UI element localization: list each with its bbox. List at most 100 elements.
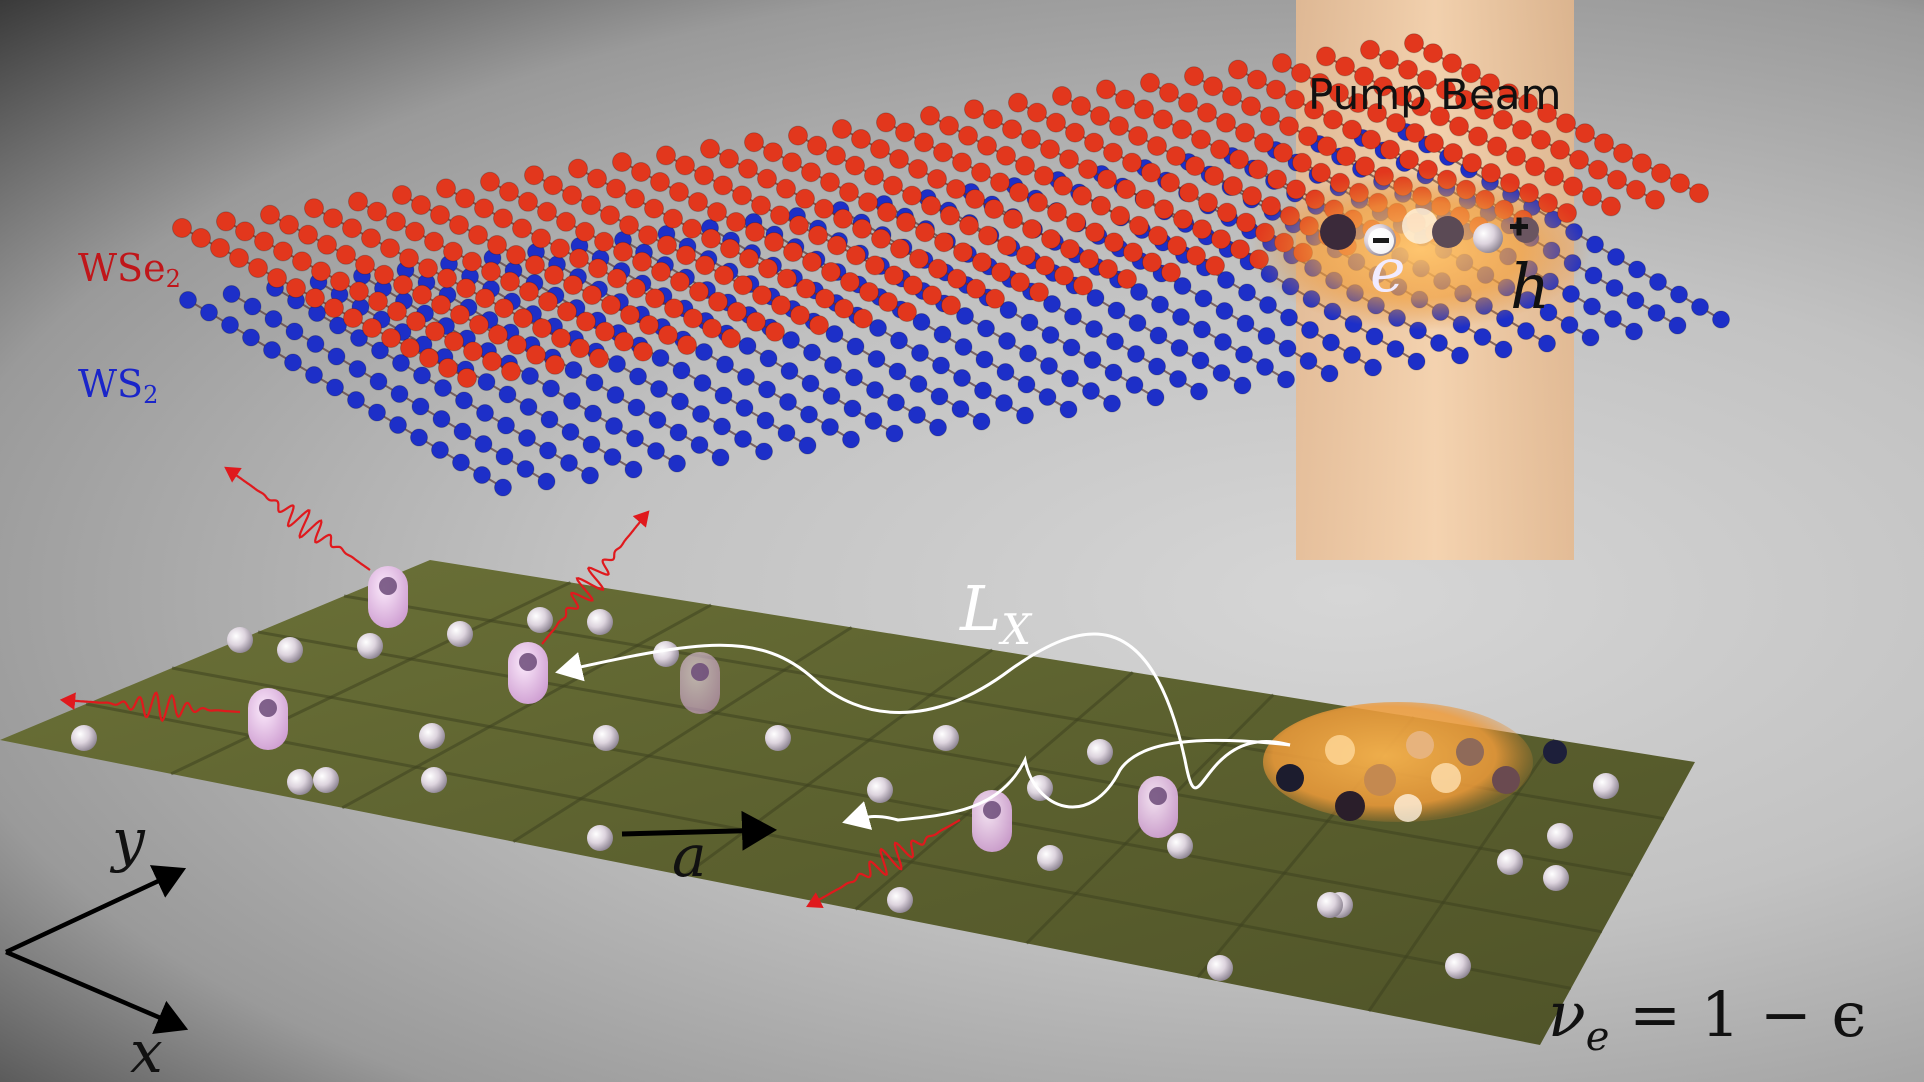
wse2-atom xyxy=(694,165,714,186)
wse2-atom xyxy=(1027,102,1047,123)
ws2-atom xyxy=(243,297,262,316)
ws2-atom xyxy=(1017,375,1036,394)
ws2-atom xyxy=(1712,310,1730,329)
ws2-atom xyxy=(759,349,778,368)
ws2-atom xyxy=(327,347,346,366)
ws2-atom xyxy=(1517,322,1535,340)
wse2-atom xyxy=(677,335,697,355)
ws2-atom xyxy=(1190,382,1208,401)
wse2-atom xyxy=(1053,175,1073,196)
wse2-atom xyxy=(1455,89,1475,110)
ws2-atom xyxy=(930,387,949,406)
photon-wavepacket xyxy=(59,691,241,723)
wse2-atom xyxy=(714,265,734,286)
ws2-atom xyxy=(1649,273,1667,291)
wse2-atom xyxy=(1066,212,1086,233)
electron-charge-badge xyxy=(1368,228,1394,254)
wse2-atom xyxy=(1147,136,1167,156)
wse2-atom xyxy=(1141,162,1161,183)
ws2-atom xyxy=(735,399,754,417)
photon-wavepacket xyxy=(806,819,961,908)
wse2-atom xyxy=(933,142,953,163)
wse2-atom xyxy=(941,295,961,316)
ws2-atom xyxy=(521,367,539,385)
wse2-atom xyxy=(1003,209,1023,229)
ws2-atom xyxy=(1127,345,1145,363)
ws2-atom xyxy=(1125,376,1144,394)
ws2-atom xyxy=(627,398,646,417)
wse2-atom xyxy=(997,235,1017,256)
wse2-atom xyxy=(939,115,959,136)
wse2-atom xyxy=(815,288,835,309)
x-axis-label: x xyxy=(130,1018,163,1082)
ws2-atom xyxy=(582,435,601,454)
ws2-atom xyxy=(329,316,347,335)
ws2-atom xyxy=(912,313,931,331)
ws2-atom xyxy=(1494,340,1513,359)
wse2-atom xyxy=(1154,199,1174,220)
wse2-atom xyxy=(1354,66,1374,87)
ws2-atom xyxy=(1148,357,1166,376)
ws2-atom xyxy=(1625,322,1643,341)
wse2-atom xyxy=(1248,159,1268,180)
wse2-atom xyxy=(1115,89,1135,110)
wse2-atom xyxy=(450,304,470,325)
ws2-atom xyxy=(179,291,197,309)
wse2-atom xyxy=(752,285,772,306)
photon-wavepacket xyxy=(224,466,371,571)
wse2-atom xyxy=(418,258,438,279)
ws2-atom xyxy=(1235,345,1253,364)
ws2-atom xyxy=(1104,363,1123,382)
wse2-atom xyxy=(1047,202,1067,223)
wse2-atom xyxy=(1129,215,1149,236)
ws2-atom xyxy=(668,454,686,473)
wse2-atom xyxy=(1084,132,1104,153)
ws2-atom xyxy=(348,360,367,378)
ws2-atom xyxy=(264,310,283,328)
wse2-atom xyxy=(889,149,909,169)
wse2-bond xyxy=(181,227,468,379)
wse2-atom xyxy=(557,301,577,322)
wse2-atom xyxy=(525,255,545,275)
wse2-atom xyxy=(895,122,915,143)
wse2-atom xyxy=(1468,126,1488,147)
wse2-atom xyxy=(832,119,852,139)
wse2-atom xyxy=(1310,73,1330,93)
ws2-atom xyxy=(1560,316,1579,334)
wse2-atom xyxy=(1424,133,1444,153)
wse2-atom xyxy=(626,278,646,299)
wse2-atom xyxy=(374,264,394,285)
wse2-atom xyxy=(355,254,375,275)
wse2-atom xyxy=(947,268,967,289)
wse2-atom xyxy=(859,282,879,302)
wse2-atom xyxy=(463,341,483,362)
wse2-atom xyxy=(619,215,639,236)
ws2-atom xyxy=(473,466,491,484)
ws2-atom xyxy=(284,353,302,372)
ws2-atom xyxy=(738,337,757,355)
wse2-atom xyxy=(658,325,678,345)
wse2-atom xyxy=(1034,165,1054,186)
ws2-atom xyxy=(629,367,647,386)
wse2-atom xyxy=(1098,259,1118,279)
wse2-atom xyxy=(1399,149,1419,170)
wse2-atom xyxy=(650,172,670,192)
wse2-atom xyxy=(1260,106,1280,127)
ws2-atom xyxy=(1214,333,1232,351)
ws2-atom xyxy=(843,399,862,418)
wse2-atom xyxy=(1380,139,1400,160)
wse2-atom xyxy=(1607,169,1627,190)
wse2-atom xyxy=(663,208,683,229)
wse2-atom xyxy=(708,291,728,312)
wse2-atom xyxy=(595,321,615,342)
wse2-atom xyxy=(537,201,557,222)
wse2-atom xyxy=(544,265,564,285)
wse2-bond xyxy=(973,108,1260,261)
wse2-atom xyxy=(996,145,1016,166)
wse2-atom xyxy=(500,271,520,292)
ws2-atom xyxy=(624,460,643,479)
wse2-atom xyxy=(1230,239,1250,260)
exciton xyxy=(1138,776,1178,838)
ws2-atom xyxy=(1473,328,1492,346)
wse2-atom xyxy=(1601,196,1621,217)
